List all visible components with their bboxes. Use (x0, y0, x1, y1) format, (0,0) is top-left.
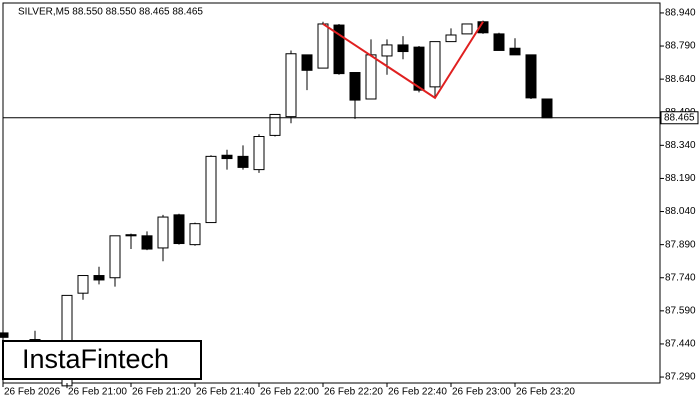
x-tick-label: 26 Feb 21:20 (132, 387, 191, 398)
candle-body (397, 44, 409, 53)
x-tick-label: 26 Feb 23:20 (516, 387, 575, 398)
candle-body (509, 47, 521, 56)
candle-body (237, 155, 249, 168)
candle-body (109, 235, 121, 279)
candle-body (0, 332, 9, 338)
x-tick-label: 26 Feb 22:00 (260, 387, 319, 398)
chart-title: SILVER,M5 88.550 88.550 88.465 88.465 (18, 7, 203, 18)
y-tick-label: 87.440 (665, 339, 696, 350)
candle-body (317, 23, 329, 69)
watermark: InstaFintech (22, 344, 169, 374)
candle-body (429, 41, 441, 88)
pattern-line (322, 21, 484, 100)
candle-body (253, 136, 265, 171)
candle-body (461, 23, 473, 35)
plot-frame (2, 2, 661, 384)
x-tick-label: 26 Feb 21:00 (68, 387, 127, 398)
candle-body (269, 113, 281, 136)
candle-body (525, 54, 537, 99)
candle-body (77, 275, 89, 294)
x-tick-label: 26 Feb 21:40 (196, 387, 255, 398)
y-tick-label: 88.040 (665, 206, 696, 217)
candle-body (157, 216, 169, 249)
candle-body (285, 53, 297, 118)
candle-body (365, 54, 377, 100)
candle-body (493, 33, 505, 51)
x-tick-label: 26 Feb 22:40 (388, 387, 447, 398)
candle-body (221, 154, 233, 160)
candle-body (381, 44, 393, 57)
candle-body (125, 234, 137, 237)
candle-body (413, 46, 425, 91)
candle-body (445, 34, 457, 43)
watermark-box (2, 340, 202, 380)
x-tick-label: 26 Feb 22:20 (324, 387, 383, 398)
candle-body (333, 24, 345, 75)
y-tick-label: 88.640 (665, 74, 696, 85)
y-tick-label: 88.190 (665, 173, 696, 184)
y-tick-label: 87.890 (665, 239, 696, 250)
candle-body (349, 72, 361, 101)
candle-body (301, 54, 313, 71)
y-tick-label: 88.790 (665, 41, 696, 52)
x-tick-label: 26 Feb 2026 (4, 387, 61, 398)
candle-body (141, 235, 153, 250)
candle-body (173, 214, 185, 245)
candle-body (189, 223, 201, 246)
y-tick-label: 88.940 (665, 8, 696, 19)
y-tick-label: 87.290 (665, 372, 696, 383)
y-tick-label: 88.340 (665, 140, 696, 151)
candle-body (205, 155, 217, 224)
y-tick-label: 87.740 (665, 272, 696, 283)
price-label-box (660, 111, 699, 125)
x-tick-label: 26 Feb 23:00 (452, 387, 511, 398)
candle-body (93, 275, 105, 281)
y-tick-label: 87.590 (665, 305, 696, 316)
price-label: 88.465 (664, 112, 695, 123)
candle-body (541, 98, 553, 119)
